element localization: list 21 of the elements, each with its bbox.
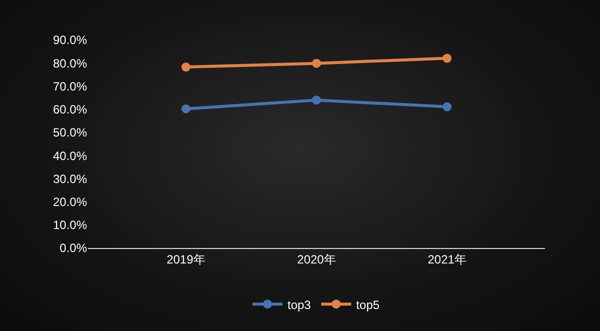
point	[312, 58, 321, 68]
point	[181, 104, 190, 114]
x-tick-label: 2021年	[428, 252, 466, 266]
y-tick-label: 80.0%	[52, 56, 88, 70]
x-tick-label: 2019年	[166, 252, 206, 266]
y-tick-label: 10.0%	[52, 218, 88, 232]
y-tick-label: 40.0%	[52, 148, 88, 163]
legend-label: top5	[356, 298, 380, 312]
point	[181, 62, 190, 72]
legend-label: top3	[288, 298, 312, 312]
y-tick-label: 60.0%	[52, 102, 88, 117]
point	[312, 96, 321, 105]
y-tick-label: 0.0%	[60, 241, 88, 256]
y-tick-label: 90.0%	[52, 33, 88, 48]
point	[442, 54, 452, 63]
x-tick-label: 2020年	[297, 252, 336, 266]
point	[442, 102, 452, 112]
y-tick-label: 20.0%	[52, 194, 88, 209]
y-tick-label: 70.0%	[52, 79, 88, 94]
y-tick-label: 50.0%	[52, 126, 88, 140]
y-tick-label: 30.0%	[52, 172, 88, 186]
